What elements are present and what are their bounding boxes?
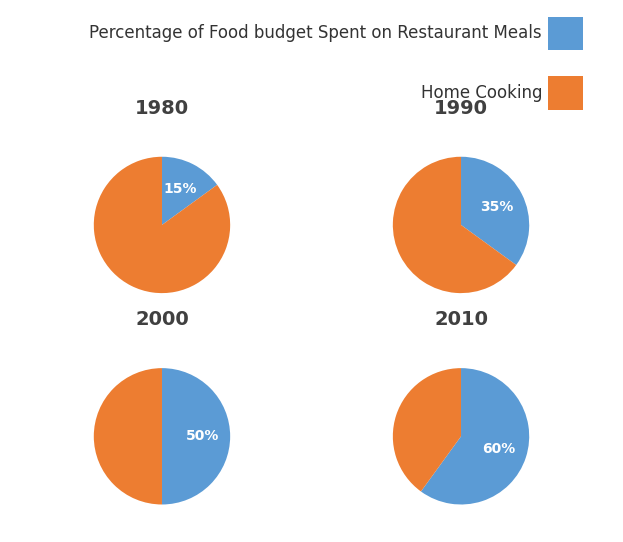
Wedge shape <box>421 368 529 505</box>
FancyBboxPatch shape <box>548 76 583 109</box>
FancyBboxPatch shape <box>548 17 583 50</box>
Title: 2000: 2000 <box>135 310 189 329</box>
Wedge shape <box>393 157 516 293</box>
Title: 2010: 2010 <box>434 310 488 329</box>
Text: Percentage of Food budget Spent on Restaurant Meals: Percentage of Food budget Spent on Resta… <box>89 24 542 42</box>
Wedge shape <box>461 157 529 265</box>
Wedge shape <box>94 157 230 293</box>
Wedge shape <box>162 157 217 225</box>
Wedge shape <box>393 368 461 492</box>
Text: 35%: 35% <box>480 199 513 214</box>
Title: 1990: 1990 <box>434 99 488 118</box>
Wedge shape <box>162 368 230 505</box>
Text: 60%: 60% <box>483 442 516 456</box>
Text: 15%: 15% <box>163 182 197 196</box>
Text: Home Cooking: Home Cooking <box>421 84 542 102</box>
Wedge shape <box>94 368 162 505</box>
Text: 50%: 50% <box>186 429 219 443</box>
Title: 1980: 1980 <box>135 99 189 118</box>
